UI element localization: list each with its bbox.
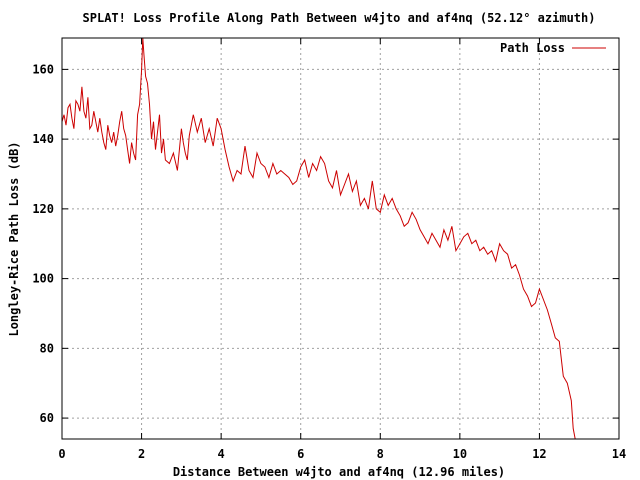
x-tick-label: 10 bbox=[453, 447, 467, 461]
x-tick-label: 8 bbox=[377, 447, 384, 461]
legend-label: Path Loss bbox=[500, 41, 565, 55]
plot-frame bbox=[61, 37, 620, 440]
x-tick-label: 14 bbox=[612, 447, 626, 461]
x-tick-label: 0 bbox=[58, 447, 65, 461]
y-tick-label: 140 bbox=[32, 132, 54, 146]
axis-ticks: 0 2 4 6 8 10 12 14 60 80 100 120 140 160 bbox=[32, 38, 626, 461]
legend: Path Loss bbox=[500, 41, 606, 55]
grid bbox=[62, 38, 619, 439]
x-tick-label: 4 bbox=[218, 447, 225, 461]
x-tick-label: 6 bbox=[297, 447, 304, 461]
chart-title: SPLAT! Loss Profile Along Path Between w… bbox=[83, 11, 596, 25]
y-tick-label: 100 bbox=[32, 272, 54, 286]
y-tick-label: 60 bbox=[40, 411, 54, 425]
y-axis-label: Longley-Rice Path Loss (dB) bbox=[7, 141, 21, 336]
series-line-path-loss bbox=[61, 37, 576, 440]
y-tick-label: 120 bbox=[32, 202, 54, 216]
x-axis-label: Distance Between w4jto and af4nq (12.96 … bbox=[173, 465, 505, 479]
y-tick-label: 80 bbox=[40, 341, 54, 355]
x-tick-label: 2 bbox=[138, 447, 145, 461]
y-tick-label: 160 bbox=[32, 62, 54, 76]
x-tick-label: 12 bbox=[532, 447, 546, 461]
series-layer bbox=[61, 37, 576, 440]
